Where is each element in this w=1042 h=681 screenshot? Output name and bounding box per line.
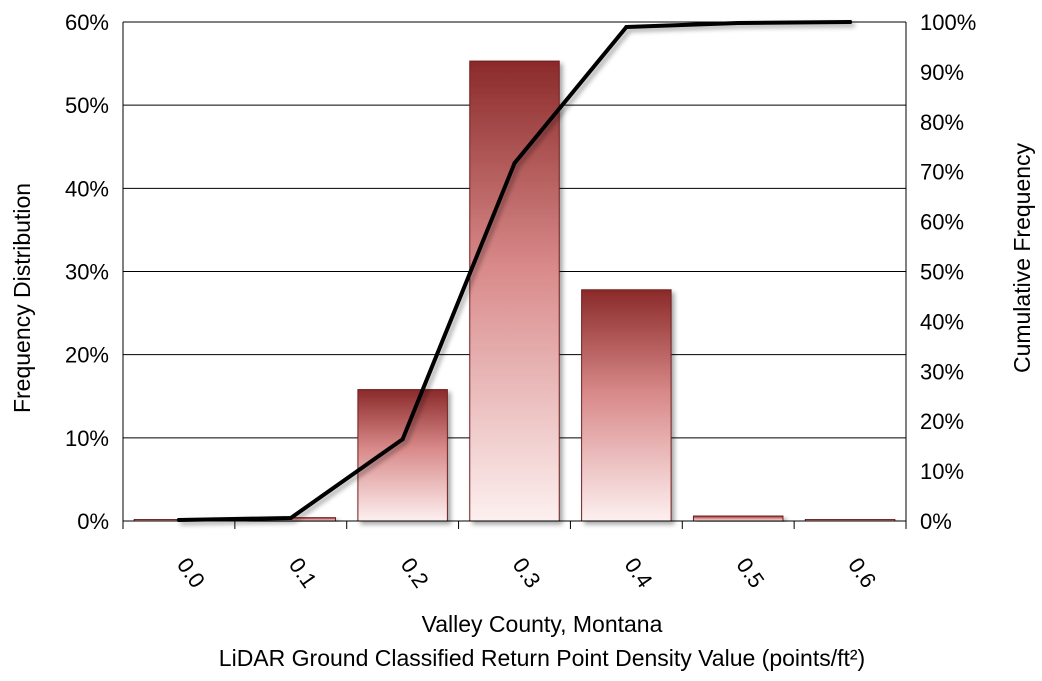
x-tick-label: 0.6 (843, 553, 881, 592)
cumulative-point-0.5 (736, 20, 741, 25)
bar-0.2 (357, 389, 448, 522)
x-axis-title-line-1: Valley County, Montana (422, 611, 663, 637)
y-axis-right-title: Cumulative Frequency (1009, 142, 1035, 373)
y-right-tick-label: 50% (920, 260, 964, 285)
y-right-tick-label: 90% (920, 60, 964, 85)
x-tick-label: 0.4 (619, 553, 657, 592)
y-right-tick-label: 80% (920, 110, 964, 135)
y-right-tick-label: 30% (920, 359, 964, 384)
y-right-tick-label: 70% (920, 160, 964, 185)
y-left-tick-label: 20% (65, 343, 109, 368)
bar-0.4 (581, 289, 672, 522)
cumulative-line (176, 20, 853, 523)
cumulative-point-0.4 (624, 24, 629, 29)
y-left-tick-label: 10% (65, 426, 109, 451)
cumulative-point-0.2 (400, 437, 405, 442)
bar-0.5 (692, 515, 784, 522)
bar-0.3 (469, 60, 560, 522)
y-right-tick-label: 10% (920, 459, 964, 484)
x-axis-ticks: 0.0 0.1 0.2 0.3 0.4 0.5 0.6 (172, 553, 881, 592)
bars (133, 60, 896, 522)
y-right-tick-label: 0% (920, 509, 952, 534)
y-right-tick-label: 20% (920, 409, 964, 434)
cumulative-point-0.3 (512, 161, 517, 166)
y-axis-left-title: Frequency Distribution (9, 183, 35, 413)
x-tick-label: 0.0 (172, 553, 210, 592)
y-left-tick-label: 60% (65, 10, 109, 35)
x-axis-title-line-2: LiDAR Ground Classified Return Point Den… (219, 645, 865, 671)
x-tick-label: 0.5 (731, 553, 769, 592)
axes (122, 22, 907, 529)
cumulative-point-0.6 (848, 20, 853, 24)
y-left-tick-label: 30% (65, 260, 109, 285)
y-right-tick-label: 100% (920, 10, 976, 35)
cumulative-point-0.1 (288, 516, 293, 521)
y-left-tick-label: 0% (77, 509, 109, 534)
y-left-tick-label: 50% (65, 93, 109, 118)
y-left-tick-label: 40% (65, 176, 109, 201)
x-tick-label: 0.3 (508, 553, 546, 592)
left-axis-ticks: 0% 10% 20% 30% 40% 50% 60% (65, 10, 109, 534)
y-right-tick-label: 40% (920, 309, 964, 334)
right-axis-ticks: 0% 10% 20% 30% 40% 50% 60% 70% 80% 90% 100% (920, 10, 976, 534)
x-tick-label: 0.1 (284, 553, 322, 592)
x-tick-label: 0.2 (396, 553, 434, 592)
y-right-tick-label: 60% (920, 210, 964, 235)
